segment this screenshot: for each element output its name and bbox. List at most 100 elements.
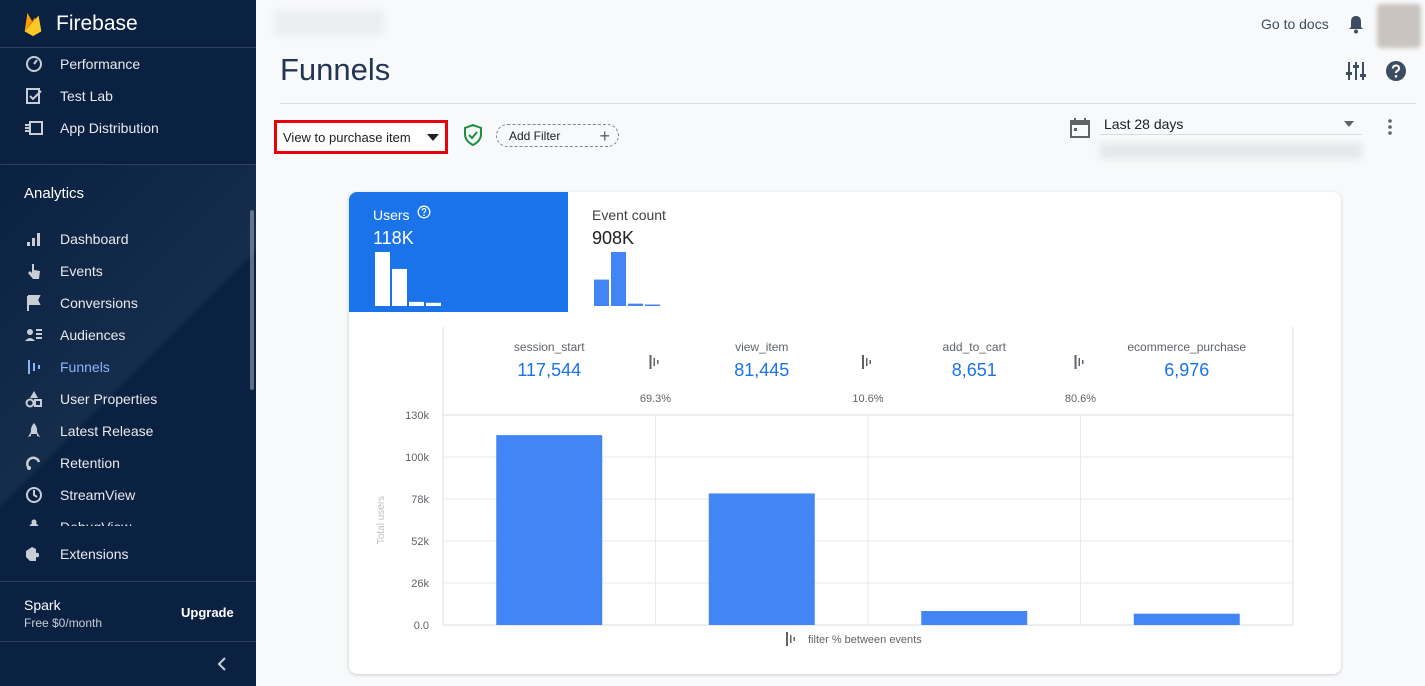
sidebar-item-label: Test Lab [60,88,113,104]
chart-footer-legend: filter % between events [808,634,922,646]
funnel-icon [24,357,44,377]
sidebar-item-label: User Properties [60,391,158,407]
sidebar-item-label: Funnels [60,359,110,375]
verified-shield-icon [464,124,482,146]
go-to-docs-link[interactable]: Go to docs [1261,16,1329,32]
metric-value: 118K [373,228,414,248]
dropoff-icon-bar [1074,355,1077,369]
plan-price: Free $0/month [24,616,103,630]
sidebar-item-audiences[interactable]: Audiences [0,319,250,351]
funnel-card: Users 118K Event count 908K 130k 100k 78k 5… [349,192,1341,674]
dropoff-icon-bar [653,358,655,366]
metric-name: Users [373,207,410,223]
analytics-section-title: Analytics [24,185,85,202]
sidebar-item-app-distribution[interactable]: App Distribution [0,112,250,144]
y-tick-label: 78k [411,494,429,506]
tune-icon[interactable] [1345,60,1367,82]
help-outline-icon[interactable] [417,205,431,219]
app-distribution-icon [24,118,44,138]
sidebar-item-label: Extensions [60,546,129,562]
help-icon[interactable] [1385,60,1407,82]
dropoff-icon-bar [657,360,659,364]
plus-icon: + [599,125,610,146]
funnel-select-value: View to purchase item [283,129,411,145]
sidebar-item-test-lab[interactable]: Test Lab [0,80,250,112]
y-tick-label: 100k [405,452,429,464]
plan-name: Spark [24,597,61,613]
checklist-icon [24,86,44,106]
sidebar-item-events[interactable]: Events [0,255,250,287]
project-selector[interactable] [274,10,384,36]
y-axis-label: Total users [376,496,387,544]
sidebar-item-user-properties[interactable]: User Properties [0,383,250,415]
more-vert-icon[interactable] [1380,117,1400,137]
sidebar-item-dashboard[interactable]: Dashboard [0,223,250,255]
spark-bar [628,303,643,306]
step-name: add_to_cart [943,340,1007,354]
brand-name: Firebase [56,12,138,35]
sidebar-item-label: Latest Release [60,423,154,439]
step-value: 81,445 [734,360,789,380]
sidebar-item-latest-release[interactable]: Latest Release [0,415,250,447]
spark-bar [645,304,660,306]
date-range-value: Last 28 days [1104,115,1184,132]
bell-icon[interactable] [1346,14,1366,34]
metric-name: Event count [592,207,666,223]
funnel-select[interactable]: View to purchase item [274,120,448,154]
sidebar-item-label: Performance [60,56,141,72]
divider [0,581,256,582]
step-value: 117,544 [517,360,581,380]
step-percent: 10.6% [852,393,883,405]
sidebar-item-label: Events [60,263,103,279]
sidebar-item-label: StreamView [60,487,136,503]
sidebar-item-label: Retention [60,455,120,471]
firebase-logo-icon [24,12,42,37]
step-percent: 80.6% [1065,393,1096,405]
sidebar-item-conversions[interactable]: Conversions [0,287,250,319]
tab-event-count[interactable]: Event count 908K [568,192,787,312]
retention-icon [24,453,44,473]
sidebar-item-label: App Distribution [60,120,159,136]
dropoff-icon-bar [862,355,864,369]
step-name: view_item [735,340,788,354]
tab-users[interactable]: Users 118K [349,192,568,312]
legend-icon-bar [790,635,792,643]
sidebar-item-extensions[interactable]: Extensions [0,538,250,570]
upgrade-button[interactable]: Upgrade [181,605,234,620]
sidebar-item-label: Audiences [60,327,126,343]
brand[interactable]: Firebase [22,10,138,38]
spark-bar [409,301,424,306]
sidebar-item-streamview[interactable]: StreamView [0,479,250,511]
touch-icon [24,261,44,281]
sidebar-item-retention[interactable]: Retention [0,447,250,479]
y-tick-label: 26k [411,578,429,590]
clock-icon [24,485,44,505]
dropoff-icon-bar [649,355,652,369]
y-tick-label: 130k [405,410,429,422]
header-divider [280,103,1416,104]
funnel-bar [496,435,603,625]
sidebar-item-label: Conversions [60,295,138,311]
funnel-bar [1133,613,1240,625]
y-tick-label: 52k [411,536,429,548]
add-filter-label: Add Filter [509,128,561,143]
chevron-left-icon[interactable] [214,655,230,673]
step-name: ecommerce_purchase [1127,340,1246,354]
step-value: 6,976 [1164,360,1209,380]
sidebar-item-performance[interactable]: Performance [0,48,250,80]
sidebar-scrollbar[interactable] [250,210,254,390]
event-count-sparkline [594,252,660,306]
avatar[interactable] [1377,4,1421,48]
funnel-bar [921,611,1028,625]
date-range-detail [1100,143,1362,159]
funnel-chart: 130k 100k 78k 52k 26k 0.0 Total users session_s… [376,327,1294,646]
sidebar-bottom-panel [0,526,256,686]
page-title: Funnels [280,52,391,87]
caret-down-icon [1344,120,1354,127]
add-filter-button[interactable]: Add Filter + [496,124,619,147]
caret-down-icon [427,133,439,141]
spark-bar [611,252,626,306]
speedometer-icon [24,54,44,74]
date-range-select[interactable]: Last 28 days [1100,113,1362,135]
sidebar-item-funnels[interactable]: Funnels [0,351,250,383]
